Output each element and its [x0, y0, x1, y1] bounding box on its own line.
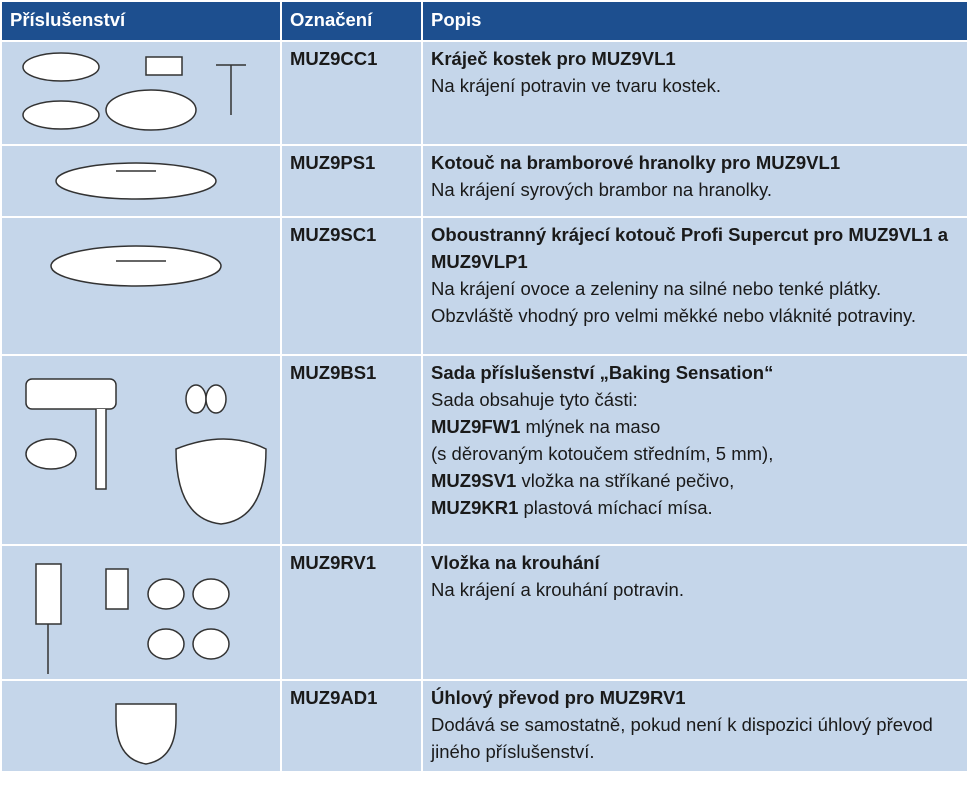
table-row: MUZ9BS1 Sada příslušenství „Baking Sensat… [0, 354, 969, 546]
accessory-illustration [25, 378, 267, 525]
code-cell: MUZ9BS1 [280, 354, 423, 546]
accessory-illustration [22, 52, 246, 131]
image-cell [0, 679, 282, 773]
table-body: MUZ9CC1 Kráječ kostek pro MUZ9VL1 Na kráje… [0, 40, 969, 773]
header-cell: Označení [280, 0, 423, 42]
description-text: Na krájení syrových brambor na hranolky. [431, 179, 773, 200]
table-row: MUZ9PS1 Kotouč na bramborové hranolky pro… [0, 144, 969, 218]
description-line: MUZ9FW1 mlýnek na maso [431, 413, 959, 440]
table-row: MUZ9SC1 Oboustranný krájecí kotouč Profi … [0, 216, 969, 356]
description-text: Sada obsahuje tyto části: [431, 389, 638, 410]
item-title: Kráječ kostek pro MUZ9VL1 [431, 48, 676, 69]
description-line: (s děrovaným kotoučem středním, 5 mm), [431, 440, 959, 467]
accessories-table: Příslušenství Označení Popis MUZ9CC1 Kráj… [0, 0, 969, 773]
description-cell: Kráječ kostek pro MUZ9VL1 Na krájení potr… [421, 40, 969, 146]
description-cell: Vložka na krouhání Na krájení a krouhání … [421, 544, 969, 681]
description-line: MUZ9SV1 vložka na stříkané pečivo, [431, 467, 959, 494]
description-line: Dodává se samostatně, pokud není k dispo… [431, 711, 959, 765]
code-cell: MUZ9AD1 [280, 679, 423, 773]
code-cell: MUZ9PS1 [280, 144, 423, 218]
accessory-illustration [50, 245, 222, 287]
image-cell [0, 40, 282, 146]
table-row: MUZ9RV1 Vložka na krouhání Na krájení a kr… [0, 544, 969, 681]
code-cell: MUZ9CC1 [280, 40, 423, 146]
description-text: Na krájení potravin ve tvaru kostek. [431, 75, 721, 96]
table-row: MUZ9AD1 Úhlový převod pro MUZ9RV1 Dodává s… [0, 679, 969, 773]
header-cell: Popis [421, 0, 969, 42]
description-cell: Sada příslušenství „Baking Sensation“ Sad… [421, 354, 969, 546]
description-text: (s děrovaným kotoučem středním, 5 mm), [431, 443, 774, 464]
image-cell [0, 216, 282, 356]
description-text: vložka na stříkané pečivo, [516, 470, 735, 491]
description-line: Sada obsahuje tyto části: [431, 386, 959, 413]
accessory-illustration [55, 162, 217, 200]
description-cell: Kotouč na bramborové hranolky pro MUZ9VL… [421, 144, 969, 218]
description-line: Na krájení ovoce a zeleniny na silné neb… [431, 275, 959, 329]
description-line: Na krájení syrových brambor na hranolky. [431, 176, 959, 203]
part-code: MUZ9SV1 [431, 470, 517, 491]
description-line: Na krájení a krouhání potravin. [431, 576, 959, 603]
description-line: MUZ9KR1 plastová míchací mísa. [431, 494, 959, 521]
accessory-illustration [115, 703, 177, 765]
code-cell: MUZ9SC1 [280, 216, 423, 356]
item-title: Sada příslušenství „Baking Sensation“ [431, 362, 774, 383]
description-text: mlýnek na maso [520, 416, 661, 437]
part-code: MUZ9KR1 [431, 497, 519, 518]
code-cell: MUZ9RV1 [280, 544, 423, 681]
item-title: Kotouč na bramborové hranolky pro MUZ9VL… [431, 152, 841, 173]
item-title: Úhlový převod pro MUZ9RV1 [431, 687, 686, 708]
image-cell [0, 544, 282, 681]
description-line: Na krájení potravin ve tvaru kostek. [431, 72, 959, 99]
description-text: Na krájení a krouhání potravin. [431, 579, 684, 600]
description-text: Na krájení ovoce a zeleniny na silné neb… [431, 278, 917, 326]
description-cell: Úhlový převod pro MUZ9RV1 Dodává se samos… [421, 679, 969, 773]
header-row: Příslušenství Označení Popis [0, 0, 969, 42]
description-cell: Oboustranný krájecí kotouč Profi Supercu… [421, 216, 969, 356]
table-row: MUZ9CC1 Kráječ kostek pro MUZ9VL1 Na kráje… [0, 40, 969, 146]
image-cell [0, 354, 282, 546]
accessory-illustration [35, 563, 230, 674]
image-cell [0, 144, 282, 218]
item-title: Oboustranný krájecí kotouč Profi Supercu… [431, 224, 949, 272]
header-cell: Příslušenství [0, 0, 282, 42]
description-text: plastová míchací mísa. [518, 497, 713, 518]
description-text: Dodává se samostatně, pokud není k dispo… [431, 714, 938, 762]
part-code: MUZ9FW1 [431, 416, 521, 437]
item-title: Vložka na krouhání [431, 552, 600, 573]
